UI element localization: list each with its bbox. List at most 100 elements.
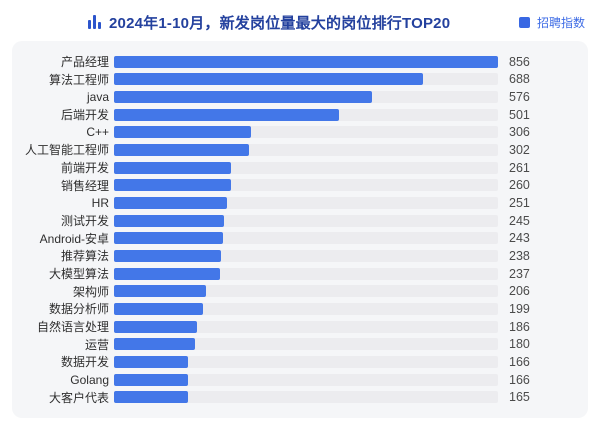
value-label: 237 xyxy=(509,266,530,281)
bar-track xyxy=(114,302,498,315)
bar-row: 人工智能工程师 302 xyxy=(12,141,588,158)
bar-track xyxy=(114,355,498,368)
bar-row: 自然语言处理 186 xyxy=(12,318,588,335)
bar-row: C++ 306 xyxy=(12,124,588,141)
bar-fill xyxy=(114,249,221,262)
bar-fill xyxy=(114,55,498,68)
bar-fill xyxy=(114,285,207,298)
bar-fill xyxy=(114,108,339,121)
bar-fill xyxy=(114,302,204,315)
bar-row: HR 251 xyxy=(12,194,588,211)
bar-fill xyxy=(114,161,232,174)
bar-chart-icon xyxy=(88,15,101,29)
value-label: 251 xyxy=(509,195,530,210)
bar-fill xyxy=(114,338,195,351)
bar-fill xyxy=(114,90,373,103)
bar-track xyxy=(114,73,498,86)
category-label: 推荐算法 xyxy=(60,249,109,264)
bar-track xyxy=(114,232,498,245)
bar-fill xyxy=(114,214,224,227)
category-label: Golang xyxy=(70,372,109,387)
category-label: C++ xyxy=(86,125,109,140)
bar-row: 前端开发 261 xyxy=(12,159,588,176)
legend-label: 招聘指数 xyxy=(536,15,585,30)
bar-track xyxy=(114,55,498,68)
value-label: 856 xyxy=(509,54,530,69)
bar-track xyxy=(114,143,498,156)
chart-card: 产品经理 856 算法工程师 688 java 576 后端开发 501 C++ 306 人工智能工… xyxy=(12,41,588,418)
bar-row: 架构师 206 xyxy=(12,283,588,300)
bar-track xyxy=(114,214,498,227)
value-label: 238 xyxy=(509,248,530,263)
bar-track xyxy=(114,338,498,351)
bar-row: 销售经理 260 xyxy=(12,177,588,194)
value-label: 576 xyxy=(509,89,530,104)
bar-fill xyxy=(114,355,189,368)
value-label: 243 xyxy=(509,231,530,246)
value-label: 180 xyxy=(509,337,530,352)
bar-fill xyxy=(114,267,221,280)
value-label: 260 xyxy=(509,178,530,193)
value-label: 199 xyxy=(509,301,530,316)
bar-track xyxy=(114,373,498,386)
bar-fill xyxy=(114,143,250,156)
bar-track xyxy=(114,126,498,139)
bar-row: 大客户代表 165 xyxy=(12,389,588,406)
bar-row: 算法工程师 688 xyxy=(12,71,588,88)
bar-row: Android-安卓 243 xyxy=(12,230,588,247)
category-label: java xyxy=(86,89,109,104)
category-label: 产品经理 xyxy=(60,55,109,69)
category-label: 算法工程师 xyxy=(48,72,109,87)
chart-header: 2024年1-10月，新发岗位量最大的岗位排行TOP20 招聘指数 xyxy=(0,0,600,41)
title-wrap: 2024年1-10月，新发岗位量最大的岗位排行TOP20 xyxy=(88,12,450,33)
category-label: HR xyxy=(91,195,109,210)
bar-row: 测试开发 245 xyxy=(12,212,588,229)
bar-track xyxy=(114,161,498,174)
bar-track xyxy=(114,249,498,262)
bar-row: 大模型算法 237 xyxy=(12,265,588,282)
bar-track xyxy=(114,285,498,298)
bar-row: 产品经理 856 xyxy=(12,53,588,70)
category-label: 后端开发 xyxy=(60,108,109,123)
bar-track xyxy=(114,108,498,121)
value-label: 306 xyxy=(509,125,530,140)
bar-fill xyxy=(114,232,224,245)
category-label: 数据分析师 xyxy=(48,302,109,317)
category-label: 架构师 xyxy=(72,284,109,299)
bar-row: 运营 180 xyxy=(12,336,588,353)
bar-track xyxy=(114,90,498,103)
value-label: 166 xyxy=(509,354,530,369)
category-label: 大模型算法 xyxy=(48,267,109,282)
bar-fill xyxy=(114,73,423,86)
bar-track xyxy=(114,179,498,192)
bar-fill xyxy=(114,126,252,139)
bar-row: Golang 166 xyxy=(12,371,588,388)
bar-row: 数据开发 166 xyxy=(12,353,588,370)
category-label: 前端开发 xyxy=(60,161,109,176)
bar-row: 后端开发 501 xyxy=(12,106,588,123)
bar-fill xyxy=(114,179,231,192)
bar-row: 数据分析师 199 xyxy=(12,300,588,317)
bar-track xyxy=(114,391,498,404)
legend: 招聘指数 xyxy=(518,14,585,31)
bar-fill xyxy=(114,373,189,386)
value-label: 165 xyxy=(509,390,530,405)
legend-swatch-icon xyxy=(518,16,530,28)
bar-fill xyxy=(114,320,198,333)
value-label: 501 xyxy=(509,107,530,122)
bar-row: 推荐算法 238 xyxy=(12,247,588,264)
value-label: 261 xyxy=(509,160,530,175)
bar-fill xyxy=(114,391,189,404)
chart-title: 2024年1-10月，新发岗位量最大的岗位排行TOP20 xyxy=(109,14,451,32)
bar-row: java 576 xyxy=(12,88,588,105)
category-label: 人工智能工程师 xyxy=(24,143,109,158)
category-label: 测试开发 xyxy=(60,214,109,229)
category-label: 运营 xyxy=(84,337,109,352)
category-label: 大客户代表 xyxy=(48,390,109,405)
value-label: 206 xyxy=(509,284,530,299)
value-label: 186 xyxy=(509,319,530,334)
bar-rows: 产品经理 856 算法工程师 688 java 576 后端开发 501 C++ 306 人工智能工… xyxy=(12,53,588,406)
bar-track xyxy=(114,320,498,333)
value-label: 302 xyxy=(509,142,530,157)
category-label: 销售经理 xyxy=(60,178,109,193)
